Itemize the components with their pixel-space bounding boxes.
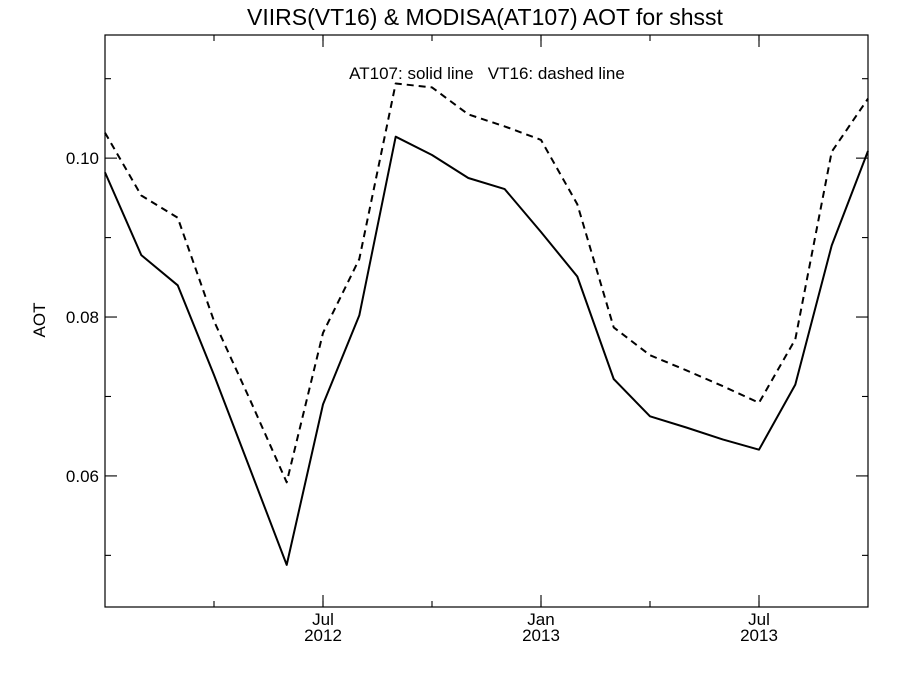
series-line-vt16 [104, 82, 869, 484]
y-tick-label: 0.10 [66, 149, 99, 168]
y-tick-label: 0.08 [66, 308, 99, 327]
series-lines [104, 82, 869, 566]
x-tick-year-label: 2012 [304, 626, 342, 645]
x-tick-month-label: Jul [748, 610, 770, 629]
x-tick-year-label: 2013 [522, 626, 560, 645]
plot-frame [104, 34, 869, 608]
chart-title: VIIRS(VT16) & MODISA(AT107) AOT for shss… [247, 4, 723, 30]
y-axis-label: AOT [30, 303, 49, 338]
y-tick-label: 0.06 [66, 467, 99, 486]
x-tick-month-label: Jul [312, 610, 334, 629]
x-tick-year-label: 2013 [740, 626, 778, 645]
series-style-annotation: AT107: solid line VT16: dashed line [349, 64, 625, 83]
x-tick-month-label: Jan [527, 610, 554, 629]
series-line-at107 [104, 135, 869, 566]
